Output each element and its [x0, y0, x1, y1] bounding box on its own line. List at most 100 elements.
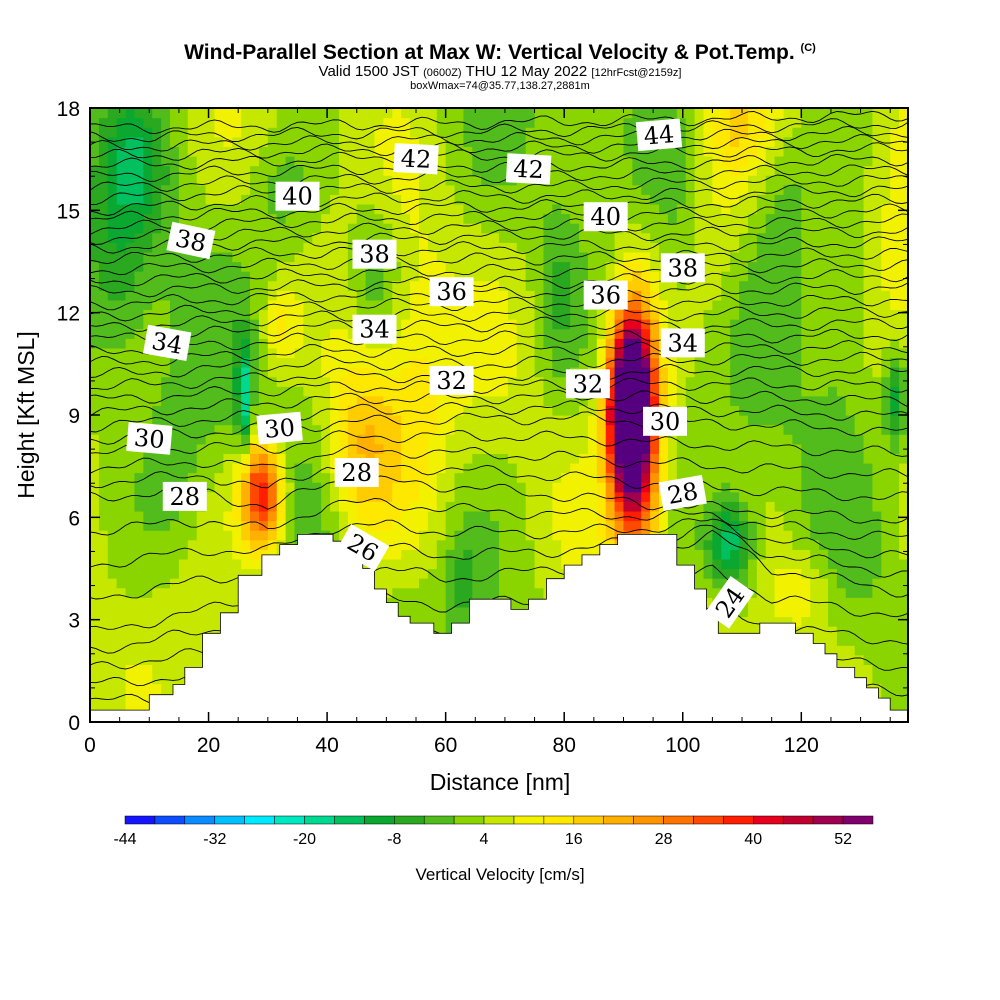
velocity-cell [374, 108, 385, 119]
velocity-cell [178, 299, 189, 311]
velocity-cell [152, 223, 162, 234]
velocity-cell [623, 290, 633, 301]
velocity-cell [712, 558, 722, 570]
velocity-cell [721, 558, 731, 570]
velocity-cell [507, 251, 518, 263]
velocity-cell [454, 223, 465, 234]
velocity-cell [427, 395, 438, 406]
velocity-cell [321, 127, 331, 138]
velocity-cell [267, 386, 278, 397]
velocity-cell [747, 194, 758, 205]
velocity-cell [187, 395, 198, 406]
velocity-cell [579, 155, 589, 167]
velocity-cell [623, 347, 633, 359]
velocity-cell [258, 530, 269, 541]
velocity-cell [383, 155, 393, 167]
velocity-cell [765, 319, 776, 330]
velocity-cell [90, 146, 100, 157]
velocity-cell [605, 491, 616, 502]
velocity-cell [436, 251, 447, 263]
velocity-cell [303, 367, 313, 378]
velocity-cell [116, 299, 127, 311]
velocity-cell [436, 328, 447, 339]
velocity-cell [507, 578, 518, 589]
velocity-cell [472, 568, 482, 579]
velocity-cell [410, 108, 420, 119]
velocity-cell [552, 482, 562, 493]
velocity-cell [596, 357, 607, 368]
velocity-cell [765, 578, 776, 589]
velocity-cell [107, 635, 118, 646]
velocity-cell [90, 261, 100, 272]
velocity-cell [356, 367, 367, 378]
velocity-cell [205, 290, 216, 301]
velocity-cell [587, 108, 598, 119]
velocity-cell [703, 213, 713, 224]
velocity-cell [98, 232, 109, 243]
velocity-cell [116, 443, 127, 454]
velocity-cell [472, 271, 482, 282]
velocity-cell [134, 491, 144, 502]
velocity-cell [187, 175, 198, 186]
velocity-cell [534, 530, 545, 541]
velocity-cell [552, 203, 562, 215]
velocity-cell [392, 472, 402, 483]
velocity-cell [481, 482, 491, 493]
velocity-cell [383, 290, 393, 301]
velocity-cell [321, 146, 331, 157]
velocity-cell [490, 386, 500, 397]
velocity-cell [374, 223, 385, 234]
velocity-cell [623, 395, 633, 406]
velocity-cell [267, 242, 278, 253]
velocity-cell [258, 117, 269, 128]
velocity-cell [90, 203, 100, 215]
velocity-cell [338, 338, 349, 349]
velocity-cell [250, 405, 260, 416]
velocity-cell [241, 491, 251, 502]
velocity-cell [632, 251, 642, 263]
velocity-cell [241, 127, 251, 138]
velocity-cell [694, 319, 705, 330]
velocity-cell [241, 415, 251, 426]
velocity-cell [161, 453, 171, 464]
velocity-cell [623, 271, 633, 282]
velocity-cell [730, 165, 740, 176]
velocity-cell [623, 462, 633, 474]
velocity-cell [774, 434, 785, 445]
velocity-cell [161, 674, 171, 685]
velocity-cell [623, 443, 633, 454]
velocity-cell [223, 338, 233, 349]
velocity-cell [232, 606, 242, 618]
velocity-cell [676, 443, 687, 454]
velocity-cell [703, 549, 713, 560]
velocity-cell [187, 155, 198, 167]
velocity-cell [570, 530, 580, 541]
velocity-cell [338, 127, 349, 138]
velocity-cell [490, 462, 500, 474]
velocity-cell [463, 309, 473, 320]
velocity-cell [587, 530, 598, 541]
velocity-cell [436, 424, 447, 435]
velocity-cell [178, 319, 189, 330]
velocity-cell [214, 558, 224, 570]
velocity-cell [214, 453, 224, 464]
velocity-cell [338, 367, 349, 378]
velocity-cell [276, 482, 287, 493]
velocity-cell [143, 395, 153, 406]
velocity-cell [401, 108, 411, 119]
velocity-cell [481, 223, 491, 234]
velocity-cell [623, 232, 633, 243]
velocity-cell [365, 155, 376, 167]
velocity-cell [543, 194, 553, 205]
velocity-cell [205, 328, 216, 339]
velocity-cell [303, 501, 313, 512]
velocity-cell [232, 367, 242, 378]
velocity-cell [587, 472, 598, 483]
velocity-cell [134, 251, 144, 263]
velocity-cell [676, 155, 687, 167]
velocity-cell [507, 453, 518, 464]
velocity-cell [294, 501, 304, 512]
velocity-cell [587, 405, 598, 416]
velocity-cell [730, 357, 740, 368]
velocity-cell [401, 328, 411, 339]
